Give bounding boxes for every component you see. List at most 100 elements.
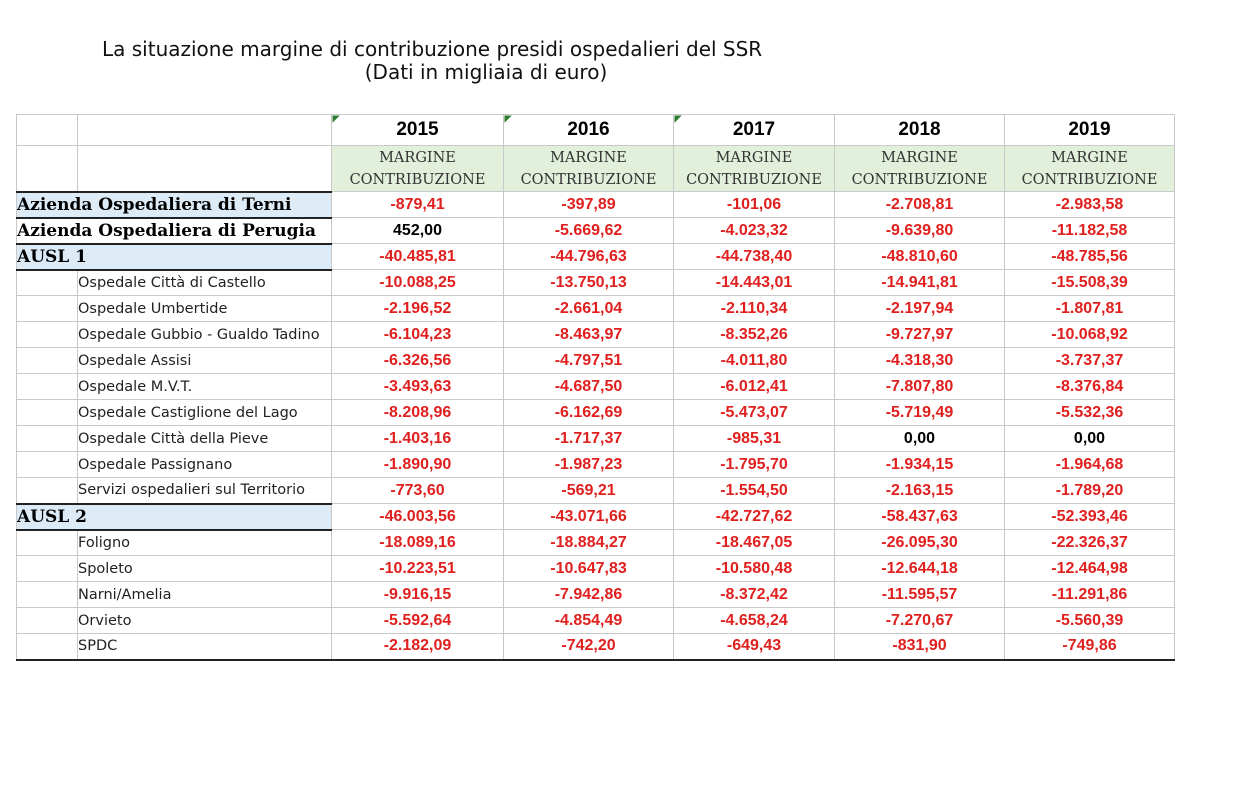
value-cell-2015: -1.403,16	[331, 425, 504, 452]
value-cell-2019: -52.393,46	[1004, 503, 1175, 530]
value-cell-2016: -5.669,62	[503, 217, 674, 244]
table-row: Spoleto -10.223,51 -10.647,83 -10.580,48 -12…	[16, 555, 1175, 582]
table-row: Ospedale Castiglione del Lago -8.208,96 -6…	[16, 399, 1175, 426]
value-cell-2018: -14.941,81	[834, 269, 1005, 296]
value-cell-2018: -11.595,57	[834, 581, 1005, 608]
value-cell-2016: -4.854,49	[503, 607, 674, 634]
page-title: La situazione margine di contribuzione p…	[102, 37, 763, 61]
subheader-cell: MARGINE CONTRIBUZIONE	[331, 145, 504, 192]
value-cell-2017: -6.012,41	[673, 373, 835, 400]
value-cell-2015: 452,00	[331, 217, 504, 244]
value-cell-2017: -18.467,05	[673, 529, 835, 556]
value-cell-2019: -11.182,58	[1004, 217, 1175, 244]
value-cell-2016: -4.687,50	[503, 373, 674, 400]
indent-cell	[16, 633, 78, 661]
value-cell-2019: -749,86	[1004, 633, 1175, 661]
value-cell-2018: -9.639,80	[834, 217, 1005, 244]
table-row: Orvieto -5.592,64 -4.854,49 -4.658,24 -7.270…	[16, 607, 1175, 634]
value-cell-2018: -48.810,60	[834, 243, 1005, 270]
table-row: Servizi ospedalieri sul Territorio -773,6…	[16, 477, 1175, 504]
indent-cell	[16, 425, 78, 452]
value-cell-2019: -5.532,36	[1004, 399, 1175, 426]
table-row: Ospedale Città di Castello -10.088,25 -13.…	[16, 269, 1175, 296]
subheader-line2: CONTRIBUZIONE	[349, 171, 486, 188]
value-cell-2019: -11.291,86	[1004, 581, 1175, 608]
subheader-line2: CONTRIBUZIONE	[1021, 171, 1158, 188]
table-row: Ospedale Umbertide -2.196,52 -2.661,04 -2.1…	[16, 295, 1175, 322]
row-label: Narni/Amelia	[77, 581, 332, 608]
value-cell-2017: -1.554,50	[673, 477, 835, 504]
value-cell-2015: -879,41	[331, 191, 504, 218]
value-cell-2019: -2.983,58	[1004, 191, 1175, 218]
value-cell-2018: -2.708,81	[834, 191, 1005, 218]
indent-cell	[16, 581, 78, 608]
row-label: Ospedale Assisi	[77, 347, 332, 374]
table-row: Ospedale Assisi -6.326,56 -4.797,51 -4.011,…	[16, 347, 1175, 374]
table-row: Azienda Ospedaliera di Terni -879,41 -397,…	[16, 190, 1175, 219]
value-cell-2016: -44.796,63	[503, 243, 674, 270]
value-cell-2017: -4.023,32	[673, 217, 835, 244]
value-cell-2019: -1.964,68	[1004, 451, 1175, 478]
indent-cell	[16, 347, 78, 374]
group-label: AUSL 1	[16, 242, 332, 271]
subheader-line1: MARGINE	[1051, 149, 1128, 166]
header-blank-cell	[16, 114, 78, 146]
value-cell-2015: -8.208,96	[331, 399, 504, 426]
value-cell-2019: -12.464,98	[1004, 555, 1175, 582]
subheader-line2: CONTRIBUZIONE	[851, 171, 988, 188]
value-cell-2015: -10.223,51	[331, 555, 504, 582]
value-cell-2019: -3.737,37	[1004, 347, 1175, 374]
row-label: Ospedale Città della Pieve	[77, 425, 332, 452]
value-cell-2018: -58.437,63	[834, 503, 1005, 530]
indent-cell	[16, 321, 78, 348]
row-label: Foligno	[77, 529, 332, 556]
value-cell-2018: -2.163,15	[834, 477, 1005, 504]
value-cell-2019: -10.068,92	[1004, 321, 1175, 348]
year-header-2015: 2015	[331, 114, 504, 146]
value-cell-2018: -4.318,30	[834, 347, 1005, 374]
table-row: Ospedale Passignano -1.890,90 -1.987,23 -1.…	[16, 451, 1175, 478]
indent-cell	[16, 529, 78, 556]
subheader-row: MARGINE CONTRIBUZIONE MARGINE CONTRIBUZION…	[16, 145, 1175, 192]
value-cell-2016: -13.750,13	[503, 269, 674, 296]
value-cell-2017: -101,06	[673, 191, 835, 218]
group-label: Azienda Ospedaliera di Terni	[16, 190, 332, 219]
header-blank-cell	[16, 145, 78, 192]
subheader-cell: MARGINE CONTRIBUZIONE	[503, 145, 674, 192]
value-cell-2017: -10.580,48	[673, 555, 835, 582]
row-label: SPDC	[77, 633, 332, 661]
subheader-line2: CONTRIBUZIONE	[686, 171, 822, 188]
value-cell-2017: -44.738,40	[673, 243, 835, 270]
value-cell-2019: -8.376,84	[1004, 373, 1175, 400]
indent-cell	[16, 607, 78, 634]
row-label: Ospedale Città di Castello	[77, 269, 332, 296]
value-cell-2018: -7.270,67	[834, 607, 1005, 634]
value-cell-2018: -831,90	[834, 633, 1005, 661]
data-table: 2015 2016 2017 2018 2019 MARGINE CONTRIBU…	[16, 114, 1175, 661]
subheader-cell: MARGINE CONTRIBUZIONE	[1004, 145, 1175, 192]
value-cell-2017: -2.110,34	[673, 295, 835, 322]
value-cell-2017: -14.443,01	[673, 269, 835, 296]
value-cell-2017: -1.795,70	[673, 451, 835, 478]
value-cell-2017: -985,31	[673, 425, 835, 452]
value-cell-2019: -15.508,39	[1004, 269, 1175, 296]
value-cell-2015: -2.182,09	[331, 633, 504, 661]
value-cell-2015: -2.196,52	[331, 295, 504, 322]
row-label: Ospedale Castiglione del Lago	[77, 399, 332, 426]
value-cell-2017: -4.011,80	[673, 347, 835, 374]
value-cell-2015: -6.326,56	[331, 347, 504, 374]
year-header-2019: 2019	[1004, 114, 1175, 146]
value-cell-2015: -46.003,56	[331, 503, 504, 530]
indent-cell	[16, 477, 78, 504]
value-cell-2016: -742,20	[503, 633, 674, 661]
value-cell-2018: 0,00	[834, 425, 1005, 452]
row-label: Orvieto	[77, 607, 332, 634]
year-header-2018: 2018	[834, 114, 1005, 146]
table-row: Narni/Amelia -9.916,15 -7.942,86 -8.372,42-…	[16, 581, 1175, 608]
value-cell-2017: -8.372,42	[673, 581, 835, 608]
value-cell-2019: 0,00	[1004, 425, 1175, 452]
value-cell-2016: -569,21	[503, 477, 674, 504]
table-row: Ospedale Gubbio - Gualdo Tadino -6.104,23…	[16, 321, 1175, 348]
value-cell-2019: -22.326,37	[1004, 529, 1175, 556]
value-cell-2018: -2.197,94	[834, 295, 1005, 322]
